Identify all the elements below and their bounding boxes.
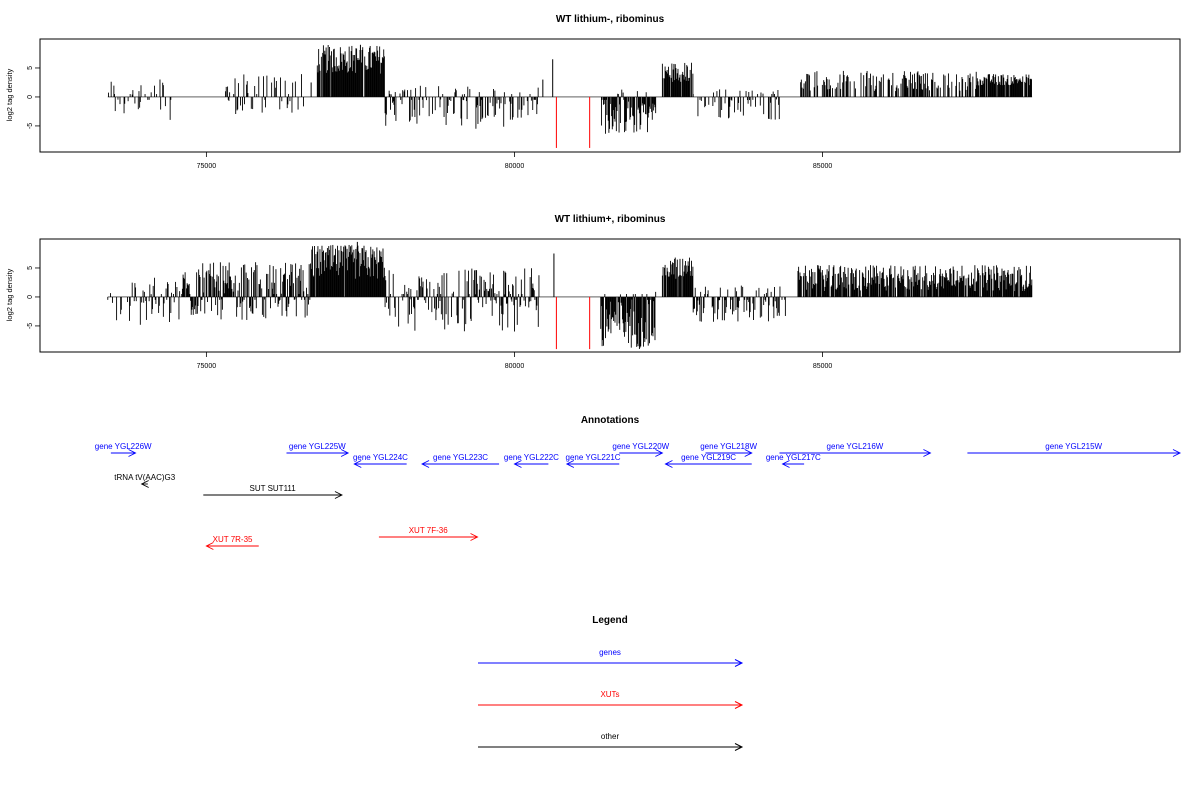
coverage-panel-lithium-minus: WT lithium-, ribominus log2 tag density … (5, 14, 1181, 170)
arrow-right-icon (1172, 449, 1182, 457)
legend-title: Legend (592, 615, 628, 626)
arrow-right-icon (334, 491, 343, 499)
y-tick-label: 5 (27, 66, 34, 70)
annotation-feature: gene YGL220W (612, 442, 670, 457)
bars-group (107, 44, 1033, 148)
legend-label: genes (599, 648, 621, 657)
annotation-feature: gene YGL219C (664, 453, 752, 468)
arrow-left-icon (513, 460, 522, 468)
legend-items: genes XUTs other (478, 648, 744, 751)
y-tick-label: -5 (27, 323, 34, 329)
legend-panel: Legend genes XUTs other (478, 615, 744, 751)
y-axis-label: log2 tag density (5, 68, 14, 121)
feature-label: gene YGL225W (289, 442, 346, 451)
annotation-feature: gene YGL225W (286, 442, 350, 457)
annotation-feature: XUT 7R-35 (205, 535, 259, 550)
feature-label: gene YGL215W (1045, 442, 1102, 451)
x-tick-label: 80000 (505, 363, 525, 370)
legend-label: XUTs (600, 690, 619, 699)
arrow-right-icon (470, 533, 479, 541)
x-tick-label: 75000 (197, 163, 217, 170)
arrow-left-icon (781, 460, 790, 468)
feature-label: SUT SUT111 (249, 484, 296, 493)
feature-label: tRNA tV(AAC)G3 (114, 473, 175, 482)
annotation-feature: gene YGL215W (967, 442, 1182, 457)
annotation-feature: XUT 7F-36 (378, 526, 479, 541)
arrow-left-icon (205, 542, 214, 550)
arrow-right-icon (744, 449, 753, 457)
coverage-panel-lithium-plus: WT lithium+, ribominus log2 tag density … (5, 214, 1181, 370)
feature-label: XUT 7F-36 (409, 526, 449, 535)
arrow-left-icon (664, 460, 673, 468)
arrow-right-icon (734, 701, 744, 709)
feature-label: gene YGL219C (681, 453, 736, 462)
x-tick-label: 75000 (197, 363, 217, 370)
legend-label: other (601, 732, 620, 741)
arrow-left-icon (421, 460, 430, 468)
y-tick-label: -5 (27, 123, 34, 129)
annotation-feature: gene YGL221C (566, 453, 621, 468)
annotations-panel: Annotations gene YGL226W gene YGL225Wgene… (95, 415, 1182, 550)
legend-entry: XUTs (478, 690, 744, 709)
feature-label: gene YGL220W (612, 442, 669, 451)
feature-label: gene YGL224C (353, 453, 408, 462)
annotation-feature: gene YGL226W (95, 442, 152, 457)
arrow-right-icon (340, 449, 350, 457)
arrow-right-icon (128, 449, 137, 457)
annotation-feature: SUT SUT111 (203, 484, 343, 499)
arrow-right-icon (923, 449, 932, 457)
feature-label: XUT 7R-35 (213, 535, 253, 544)
legend-entry: genes (478, 648, 744, 667)
annotation-items: gene YGL226W gene YGL225W gene YGL224C gene… (95, 442, 1182, 550)
feature-label: gene YGL216W (827, 442, 884, 451)
annotation-feature: gene YGL223C (421, 453, 500, 468)
arrow-left-icon (353, 460, 362, 468)
x-tick-label: 85000 (813, 363, 833, 370)
arrow-left-icon (140, 480, 149, 488)
y-tick-label: 5 (27, 266, 34, 270)
y-tick-label: 0 (27, 295, 34, 299)
plot-frame (39, 238, 1181, 353)
feature-label: gene YGL218W (700, 442, 757, 451)
annotation-feature: gene YGL216W (779, 442, 932, 457)
arrow-right-icon (734, 743, 744, 751)
annotation-feature: gene YGL224C (353, 453, 408, 468)
legend-entry: other (478, 732, 744, 751)
bars-group (107, 241, 1033, 350)
annotation-feature: gene YGL222C (504, 453, 559, 468)
y-tick-label: 0 (27, 95, 34, 99)
feature-label: gene YGL226W (95, 442, 152, 451)
feature-label: gene YGL222C (504, 453, 559, 462)
axes-group: 75000 80000 85000 -5 0 5 (27, 66, 832, 170)
panel-title: WT lithium+, ribominus (555, 214, 666, 225)
axes-group: 75000 80000 85000 -5 0 5 (27, 266, 832, 370)
feature-label: gene YGL223C (433, 453, 488, 462)
feature-label: gene YGL217C (766, 453, 821, 462)
annotation-feature: gene YGL218W (700, 442, 757, 457)
feature-label: gene YGL221C (566, 453, 621, 462)
arrow-right-icon (734, 659, 744, 667)
arrow-right-icon (655, 449, 664, 457)
annotation-feature: gene YGL217C (766, 453, 821, 468)
arrow-left-icon (565, 460, 575, 468)
annotation-feature: tRNA tV(AAC)G3 (114, 473, 176, 488)
annotations-title: Annotations (581, 415, 640, 426)
panel-title: WT lithium-, ribominus (556, 14, 665, 25)
y-axis-label: log2 tag density (5, 268, 14, 321)
x-tick-label: 85000 (813, 163, 833, 170)
x-tick-label: 80000 (505, 163, 525, 170)
plot-frame (39, 38, 1181, 153)
